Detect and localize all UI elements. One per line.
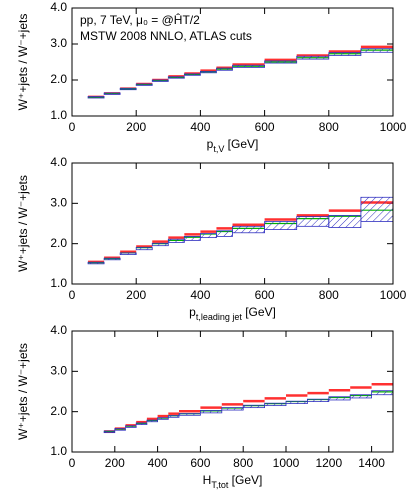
x-tick-label: 0 bbox=[69, 120, 76, 134]
error-band bbox=[199, 70, 217, 74]
error-band bbox=[119, 87, 137, 91]
x-axis-label-part: p bbox=[207, 137, 214, 151]
error-band bbox=[151, 79, 169, 82]
x-tick-label: 400 bbox=[190, 288, 210, 302]
error-band bbox=[103, 92, 121, 95]
y-tick-label: 3.0 bbox=[50, 364, 67, 378]
error-band bbox=[221, 407, 244, 411]
x-axis-label-part: [GeV] bbox=[242, 305, 276, 319]
y-tick-label: 1.0 bbox=[50, 108, 67, 122]
error-band bbox=[167, 238, 185, 243]
x-tick-label: 1000 bbox=[380, 120, 407, 134]
error-band bbox=[87, 96, 105, 99]
error-band bbox=[199, 410, 223, 414]
y-tick-label: 1.0 bbox=[50, 276, 67, 290]
y-tick-label: 4.0 bbox=[50, 155, 67, 169]
x-tick-label: 800 bbox=[233, 456, 253, 470]
error-band bbox=[199, 233, 217, 239]
error-band bbox=[157, 417, 169, 420]
error-band bbox=[296, 55, 330, 60]
error-band bbox=[264, 60, 298, 64]
x-tick-label: 1200 bbox=[315, 456, 342, 470]
x-tick-label: 1000 bbox=[380, 288, 407, 302]
y-axis-label: W⁺+jets / W⁻+jets bbox=[16, 14, 30, 111]
x-tick-label: 0 bbox=[69, 456, 76, 470]
error-band bbox=[119, 252, 137, 255]
error-band bbox=[216, 230, 233, 237]
error-band bbox=[306, 398, 330, 402]
y-tick-label: 4.0 bbox=[50, 323, 67, 337]
error-band bbox=[371, 390, 394, 396]
error-band bbox=[296, 216, 330, 227]
plot-frame bbox=[71, 7, 394, 117]
error-band bbox=[151, 242, 169, 247]
annotation: MSTW 2008 NNLO, ATLAS cuts bbox=[80, 29, 252, 43]
error-band bbox=[264, 221, 298, 230]
error-band bbox=[87, 261, 105, 265]
x-tick-label: 1400 bbox=[358, 456, 385, 470]
y-tick-label: 4.0 bbox=[50, 0, 67, 14]
x-tick-label: 200 bbox=[126, 120, 146, 134]
error-band bbox=[232, 225, 265, 234]
x-tick-label: 800 bbox=[319, 120, 339, 134]
error-band bbox=[178, 413, 201, 416]
y-tick-label: 3.0 bbox=[50, 36, 67, 50]
error-band bbox=[349, 394, 373, 399]
error-band bbox=[146, 419, 158, 423]
error-band bbox=[183, 236, 201, 241]
y-axis-label: W⁺+jets / W⁻+jets bbox=[16, 343, 30, 440]
x-axis-label: pt,V [GeV] bbox=[207, 137, 259, 154]
y-tick-label: 1.0 bbox=[50, 444, 67, 458]
error-band bbox=[135, 422, 148, 425]
y-tick-label: 2.0 bbox=[50, 404, 67, 418]
y-axis-label: W⁺+jets / W⁻+jets bbox=[16, 175, 30, 272]
x-axis-label-part: t,V bbox=[213, 144, 224, 154]
x-axis-label: HT,tot [GeV] bbox=[203, 473, 263, 490]
error-band bbox=[103, 257, 121, 261]
annotation: pp, 7 TeV, μ₀ = @ĤT/2 bbox=[80, 12, 200, 27]
error-band bbox=[242, 404, 265, 409]
error-band bbox=[103, 430, 116, 434]
x-tick-label: 600 bbox=[255, 288, 275, 302]
error-band bbox=[183, 73, 201, 76]
y-tick-label: 2.0 bbox=[50, 236, 67, 250]
error-band bbox=[167, 76, 185, 79]
x-tick-label: 200 bbox=[105, 456, 125, 470]
plot-frame bbox=[71, 162, 394, 285]
x-tick-label: 1000 bbox=[273, 456, 300, 470]
error-band bbox=[125, 425, 137, 428]
x-axis-label-part: [GeV] bbox=[224, 137, 258, 151]
y-tick-label: 3.0 bbox=[50, 196, 67, 210]
error-band bbox=[360, 48, 394, 53]
y-tick-label: 2.0 bbox=[50, 72, 67, 86]
error-band bbox=[328, 215, 362, 228]
error-band bbox=[216, 67, 233, 71]
x-axis-label: pt,leading jet [GeV] bbox=[189, 305, 276, 322]
x-axis-label-part: p bbox=[189, 305, 196, 319]
error-band bbox=[135, 83, 153, 86]
x-axis-label-part: [GeV] bbox=[228, 473, 262, 487]
error-band bbox=[328, 52, 362, 56]
error-band bbox=[114, 428, 126, 431]
x-tick-label: 600 bbox=[190, 456, 210, 470]
error-band bbox=[167, 415, 180, 418]
x-tick-label: 400 bbox=[190, 120, 210, 134]
x-tick-label: 400 bbox=[148, 456, 168, 470]
x-axis-label-part: t,leading jet bbox=[196, 312, 243, 322]
error-band bbox=[232, 64, 265, 68]
error-band bbox=[135, 246, 153, 251]
x-axis-label-part: H bbox=[203, 473, 212, 487]
error-band bbox=[360, 196, 394, 222]
error-band bbox=[264, 402, 287, 407]
error-band bbox=[285, 400, 308, 404]
error-band bbox=[328, 396, 351, 401]
x-tick-label: 0 bbox=[69, 288, 76, 302]
x-axis-label-part: T,tot bbox=[211, 480, 229, 490]
x-tick-label: 800 bbox=[319, 288, 339, 302]
x-tick-label: 200 bbox=[126, 288, 146, 302]
x-tick-label: 600 bbox=[255, 120, 275, 134]
plot-frame bbox=[71, 330, 394, 453]
